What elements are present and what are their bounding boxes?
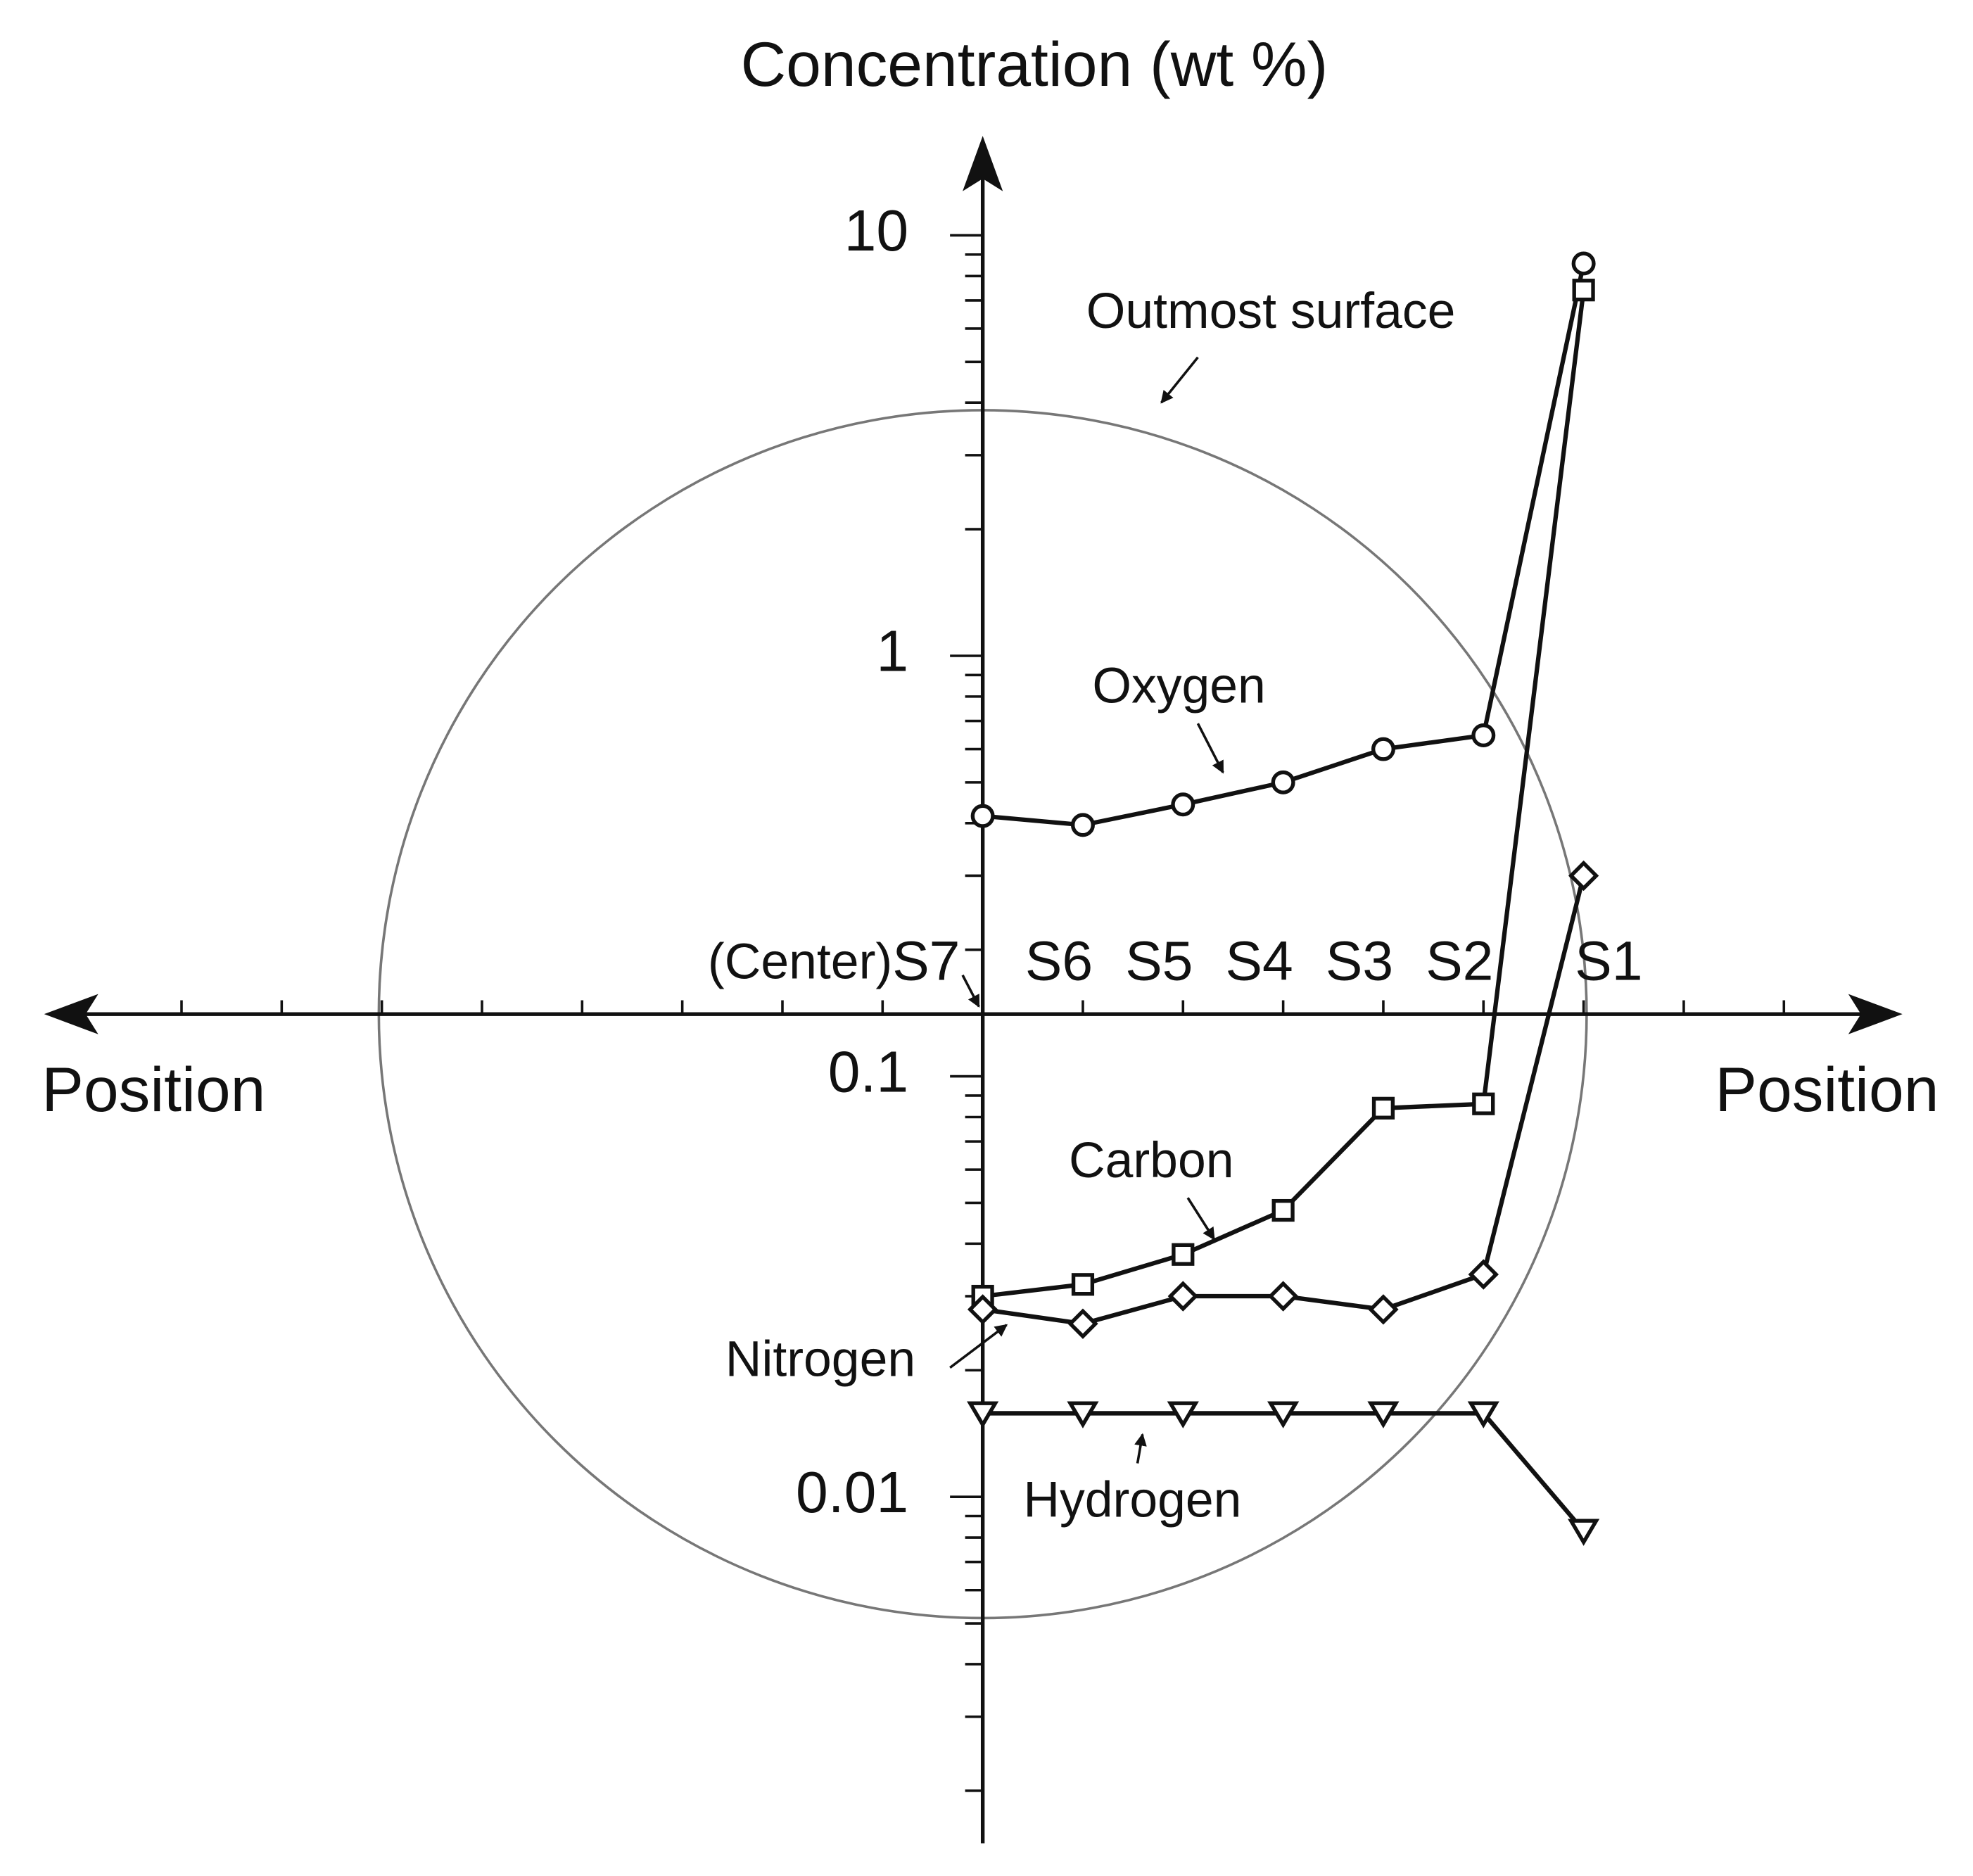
- marker-diamond: [1267, 1281, 1299, 1312]
- marker-triangle: [1568, 1519, 1600, 1546]
- x-arrow-left: [44, 994, 99, 1034]
- marker-triangle: [967, 1401, 999, 1428]
- marker-circle: [1571, 251, 1596, 276]
- marker-circle: [1371, 737, 1395, 761]
- x-tick-label: S5: [1125, 930, 1193, 991]
- marker-square: [1371, 1096, 1395, 1120]
- x-tick-label: S3: [1326, 930, 1393, 991]
- y-arrow: [963, 136, 1003, 191]
- marker-diamond: [967, 1294, 998, 1325]
- category-label: S7: [892, 930, 960, 991]
- category-label: S4: [1226, 930, 1293, 991]
- marker-triangle: [1267, 1401, 1300, 1428]
- y-tick-label: 0.1: [828, 1040, 908, 1104]
- label-arrow: [1196, 723, 1224, 774]
- series-label: Nitrogen: [725, 1331, 915, 1387]
- marker-triangle: [1167, 1401, 1199, 1428]
- marker-diamond: [1167, 1281, 1198, 1312]
- annotation: Outmost surface: [1086, 283, 1456, 339]
- y-tick-label: 1: [876, 620, 908, 684]
- marker-circle: [1271, 770, 1295, 794]
- annotation: (Center): [708, 933, 892, 989]
- marker-square: [1572, 279, 1595, 302]
- x-tick-label: S2: [1426, 930, 1493, 991]
- x-tick-label: S1: [1575, 930, 1642, 991]
- marker-triangle: [1067, 1401, 1099, 1428]
- annotation-arrow: [961, 974, 980, 1008]
- category-label: S2: [1426, 930, 1493, 991]
- category-label: S6: [1025, 930, 1093, 991]
- x-axis-title-left: Position: [42, 1054, 265, 1124]
- marker-square: [1271, 1198, 1295, 1222]
- label-arrow: [949, 1324, 1008, 1369]
- marker-triangle: [1467, 1401, 1499, 1428]
- marker-triangle: [1367, 1401, 1400, 1428]
- category-label: S1: [1575, 930, 1642, 991]
- marker-square: [1172, 1243, 1195, 1266]
- label-arrow: [1134, 1433, 1147, 1464]
- series-label: Oxygen: [1092, 658, 1265, 714]
- marker-circle: [1171, 792, 1195, 817]
- category-label: S5: [1125, 930, 1193, 991]
- series-label: Carbon: [1069, 1132, 1234, 1189]
- marker-diamond: [1568, 860, 1599, 892]
- annotation-arrow: [1160, 356, 1199, 404]
- category-label: S3: [1326, 930, 1393, 991]
- x-arrow-right: [1848, 994, 1903, 1034]
- marker-square: [1071, 1273, 1095, 1296]
- y-tick-label: 0.01: [796, 1461, 908, 1525]
- x-tick-label: (Center)S7: [708, 930, 960, 991]
- marker-circle: [970, 804, 995, 828]
- marker-square: [1472, 1092, 1495, 1115]
- x-tick-label: S6: [1025, 930, 1093, 991]
- marker-diamond: [1368, 1294, 1399, 1325]
- label-arrow: [1186, 1197, 1216, 1241]
- series-label: Hydrogen: [1023, 1472, 1241, 1528]
- x-tick-label: S4: [1226, 930, 1293, 991]
- marker-diamond: [1067, 1308, 1098, 1339]
- marker-circle: [1070, 813, 1095, 837]
- marker-diamond: [1468, 1259, 1499, 1290]
- x-axis-title-right: Position: [1715, 1054, 1939, 1124]
- y-tick-label: 10: [844, 199, 909, 263]
- marker-circle: [1471, 723, 1496, 747]
- y-axis-title: Concentration (wt %): [741, 29, 1328, 99]
